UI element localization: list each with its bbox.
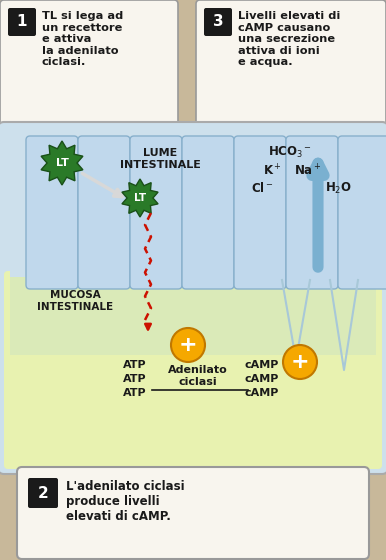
Text: LT: LT <box>134 193 146 203</box>
Text: ATP: ATP <box>123 374 147 384</box>
Bar <box>342 140 386 150</box>
FancyBboxPatch shape <box>0 122 386 474</box>
FancyBboxPatch shape <box>78 136 130 289</box>
Text: +: + <box>291 352 309 372</box>
Bar <box>30 140 74 150</box>
Text: Livelli elevati di
cAMP causano
una secrezione
attiva di ioni
e acqua.: Livelli elevati di cAMP causano una secr… <box>238 11 340 67</box>
Bar <box>238 140 282 150</box>
Polygon shape <box>41 141 83 185</box>
Circle shape <box>171 328 205 362</box>
FancyBboxPatch shape <box>26 136 78 289</box>
FancyBboxPatch shape <box>17 467 369 559</box>
FancyBboxPatch shape <box>204 8 232 36</box>
Polygon shape <box>122 179 158 217</box>
Bar <box>82 140 126 150</box>
Text: 1: 1 <box>17 15 27 30</box>
Text: 2: 2 <box>37 486 48 501</box>
Text: HCO$_3$$^-$: HCO$_3$$^-$ <box>268 145 312 160</box>
Bar <box>10 134 376 277</box>
Bar <box>134 140 178 150</box>
Bar <box>186 140 230 150</box>
FancyBboxPatch shape <box>28 478 58 508</box>
Text: +: + <box>179 335 197 355</box>
Text: ATP: ATP <box>123 388 147 398</box>
Bar <box>10 275 376 355</box>
Text: Na$^+$: Na$^+$ <box>294 163 322 178</box>
FancyBboxPatch shape <box>196 0 386 126</box>
Text: Cl$^-$: Cl$^-$ <box>251 181 273 195</box>
Text: Adenilato
ciclasi: Adenilato ciclasi <box>168 365 228 386</box>
Circle shape <box>283 345 317 379</box>
Text: K$^+$: K$^+$ <box>262 163 281 178</box>
Text: cAMP: cAMP <box>245 388 279 398</box>
Bar <box>290 140 334 150</box>
Text: MUCOSA
INTESTINALE: MUCOSA INTESTINALE <box>37 290 113 311</box>
FancyBboxPatch shape <box>0 0 178 126</box>
FancyBboxPatch shape <box>130 136 182 289</box>
Text: LUME
INTESTINALE: LUME INTESTINALE <box>120 148 200 170</box>
FancyBboxPatch shape <box>286 136 338 289</box>
FancyBboxPatch shape <box>4 271 382 469</box>
FancyBboxPatch shape <box>8 8 36 36</box>
Text: TL si lega ad
un recettore
e attiva
la adenilato
ciclasi.: TL si lega ad un recettore e attiva la a… <box>42 11 123 67</box>
Text: LT: LT <box>56 158 68 168</box>
Text: cAMP: cAMP <box>245 374 279 384</box>
FancyBboxPatch shape <box>234 136 286 289</box>
Text: cAMP: cAMP <box>245 360 279 370</box>
FancyBboxPatch shape <box>182 136 234 289</box>
FancyBboxPatch shape <box>338 136 386 289</box>
Text: L'adenilato ciclasi
produce livelli
elevati di cAMP.: L'adenilato ciclasi produce livelli elev… <box>66 480 185 523</box>
Text: 3: 3 <box>213 15 223 30</box>
Text: H$_2$O: H$_2$O <box>325 181 352 196</box>
Text: ATP: ATP <box>123 360 147 370</box>
